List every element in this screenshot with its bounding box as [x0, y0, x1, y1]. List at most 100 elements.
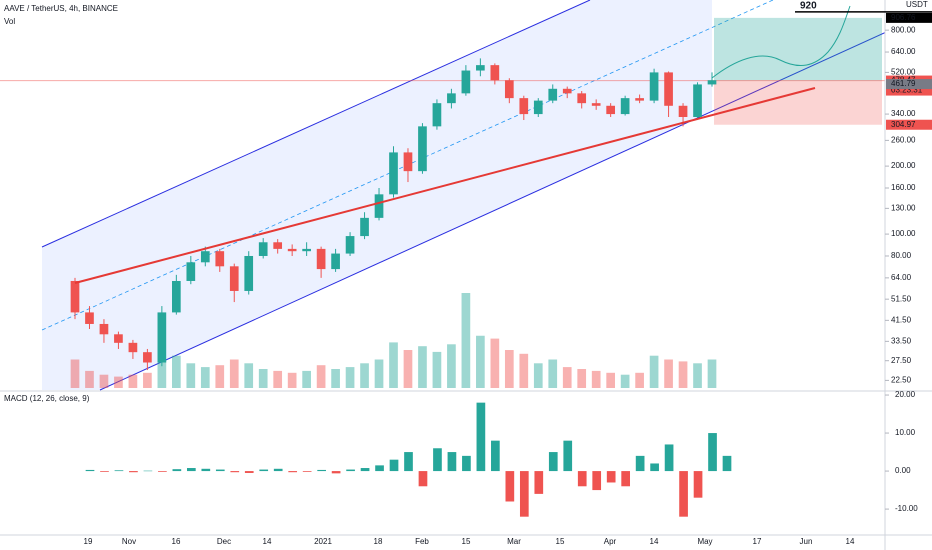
macd-title: MACD (12, 26, close, 9)	[4, 394, 90, 403]
volume-bar	[635, 372, 644, 388]
macd-bar	[563, 440, 573, 472]
volume-bar	[128, 374, 138, 388]
volume-label: Vol	[4, 17, 15, 26]
volume-bar	[649, 355, 659, 388]
candle-body	[157, 312, 167, 363]
candle-body	[360, 217, 369, 237]
volume-bar	[476, 335, 485, 388]
candle-body	[591, 103, 601, 106]
candle-body	[403, 152, 413, 172]
candle-body	[519, 98, 529, 115]
macd-bar	[635, 455, 645, 472]
candle-body	[664, 72, 673, 106]
candle-body	[244, 255, 254, 291]
volume-bar	[432, 351, 442, 388]
candle-body	[620, 98, 630, 115]
macd-bar	[447, 452, 457, 472]
candle-body	[316, 248, 326, 270]
volume-bar	[345, 367, 355, 388]
trend-line	[74, 87, 816, 284]
macd-bar	[722, 455, 732, 472]
volume-bar	[519, 353, 529, 388]
candle-body	[389, 152, 398, 195]
candle-body	[215, 251, 225, 267]
candle-body	[504, 80, 514, 99]
price-label-bg	[886, 12, 932, 23]
volume-bar	[287, 372, 297, 388]
macd-bar	[679, 471, 688, 517]
macd-bar	[548, 452, 558, 472]
macd-bar	[201, 468, 211, 472]
volume-bar	[577, 369, 587, 388]
macd-bar	[389, 459, 399, 472]
candle-body	[273, 242, 283, 249]
x-tick-label: Dec	[217, 537, 231, 546]
x-tick-label: May	[697, 537, 712, 546]
channel-lower	[99, 27, 896, 391]
y-tick-label: 41.50	[891, 315, 912, 324]
x-tick-label: 18	[374, 537, 383, 546]
x-tick-label: 2021	[314, 537, 332, 546]
macd-bar	[462, 455, 471, 472]
candle-body	[577, 93, 587, 104]
volume-bar	[606, 372, 616, 388]
candle-body	[331, 253, 340, 270]
candle-body	[606, 105, 616, 115]
macd-bar	[85, 469, 95, 472]
profit-zone	[714, 17, 882, 81]
x-tick-label: 15	[462, 537, 471, 546]
candle-body	[533, 100, 543, 115]
candle-body	[678, 105, 688, 118]
macd-tick-label: 0.00	[895, 466, 911, 475]
y-tick-label: 800.00	[891, 25, 916, 34]
volume-bar	[591, 370, 601, 388]
candle-body	[85, 312, 94, 324]
y-tick-label: 340.00	[891, 109, 916, 118]
volume-bar	[316, 365, 326, 388]
volume-bar	[678, 361, 688, 388]
volume-bar	[186, 363, 196, 388]
macd-tick-label: 10.00	[895, 428, 916, 437]
countdown: 03:23:31	[891, 86, 923, 95]
x-tick-label: 17	[753, 537, 762, 546]
macd-bar	[418, 471, 428, 487]
volume-bar	[504, 350, 514, 388]
macd-tick-label: 20.00	[895, 390, 916, 399]
x-tick-label: Jun	[800, 537, 813, 546]
volume-bar	[664, 359, 673, 388]
macd-bar	[708, 433, 717, 472]
y-tick-label: 33.50	[891, 336, 912, 345]
volume-bar	[273, 370, 283, 388]
volume-bar	[200, 367, 210, 388]
y-tick-label: 130.00	[891, 203, 916, 212]
x-tick-label: 14	[846, 537, 855, 546]
x-tick-label: 19	[84, 537, 93, 546]
candle-body	[374, 194, 384, 218]
volume-bar	[360, 363, 369, 388]
volume-bar	[229, 359, 239, 388]
y-tick-label: 640.00	[891, 47, 916, 56]
macd-bar	[230, 471, 240, 473]
volume-bar	[157, 359, 167, 388]
candle-body	[114, 334, 123, 343]
candle-body	[476, 65, 485, 71]
candle-body	[200, 251, 210, 263]
y-tick-label: 200.00	[891, 161, 916, 170]
macd-bar	[375, 465, 384, 472]
macd-bar	[244, 471, 254, 473]
macd-bar	[650, 463, 659, 472]
macd-bar	[129, 471, 138, 473]
candle-body	[418, 126, 427, 172]
candle-body	[143, 352, 152, 363]
macd-bar	[534, 471, 544, 494]
x-tick-label: Mar	[507, 537, 521, 546]
y-tick-label: 520.00	[891, 68, 916, 77]
y-tick-label: 160.00	[891, 183, 916, 192]
volume-bar	[389, 342, 398, 388]
loss-zone	[714, 80, 882, 125]
volume-bar	[447, 344, 456, 388]
macd-bar	[186, 468, 196, 472]
macd-bar	[404, 452, 413, 472]
volume-bar	[171, 355, 181, 388]
